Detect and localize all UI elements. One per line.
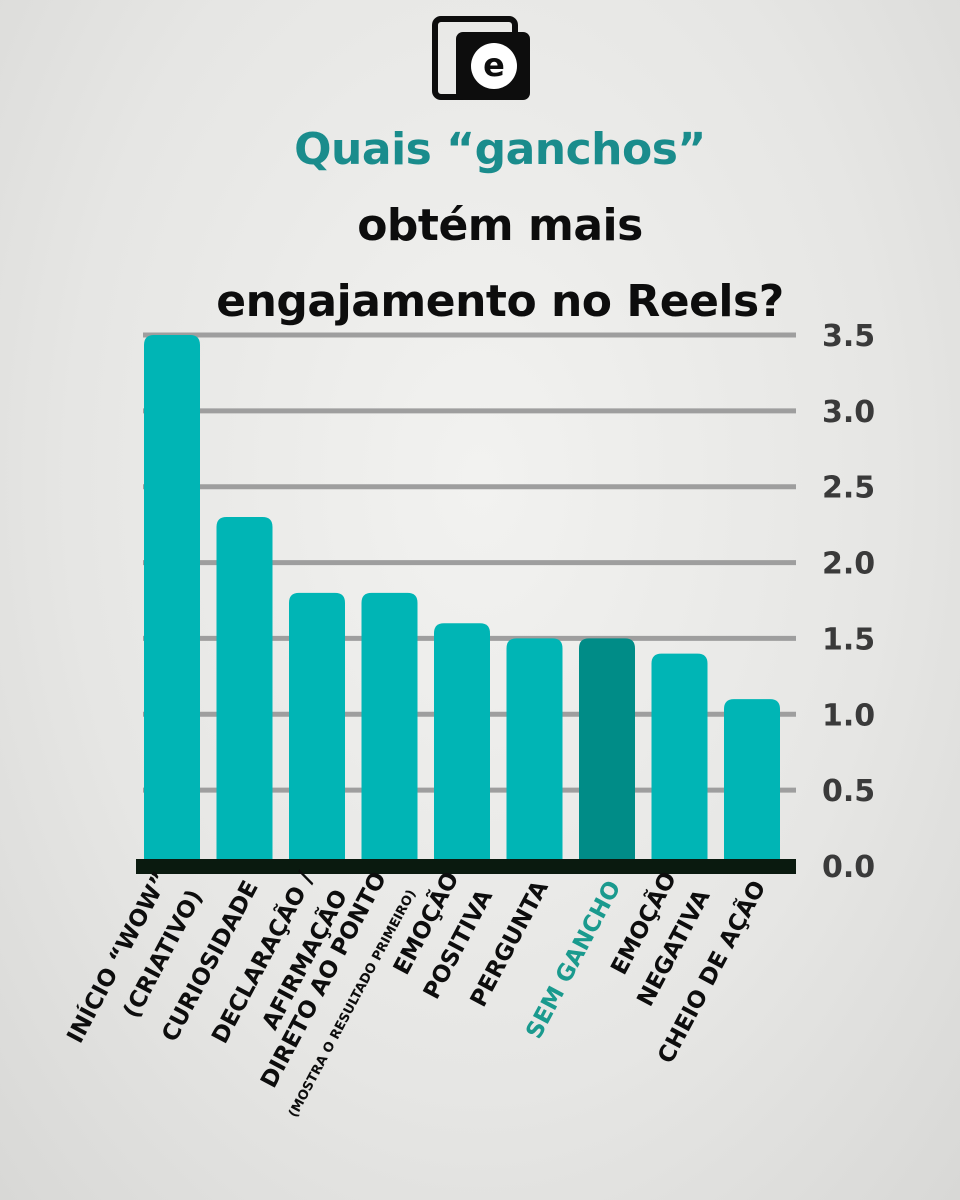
x-category-label: INÍCIO “WOW”(CRIATIVO) xyxy=(61,867,208,1066)
svg-text:INÍCIO “WOW”(CRIATIVO): INÍCIO “WOW”(CRIATIVO) xyxy=(61,867,208,1066)
y-tick-label: 0.0 xyxy=(822,850,875,885)
bar xyxy=(144,335,200,866)
brand-logo-icon: e xyxy=(432,16,532,106)
logo-letter: e xyxy=(483,46,505,84)
bar xyxy=(216,517,273,866)
title-line-3: engajamento no Reels? xyxy=(216,276,784,327)
title-line-2: obtém mais xyxy=(357,200,643,251)
bar xyxy=(434,623,490,866)
y-tick-label: 2.5 xyxy=(822,471,875,506)
title-line-1: Quais “ganchos” xyxy=(294,124,706,175)
x-axis-baseline xyxy=(136,859,796,874)
y-tick-label: 3.0 xyxy=(822,395,875,430)
bar xyxy=(506,638,563,866)
y-tick-label: 0.5 xyxy=(822,774,875,809)
bar xyxy=(724,699,780,866)
chart-title: Quais “ganchos” obtém mais engajamento n… xyxy=(150,112,850,340)
y-tick-label: 2.0 xyxy=(822,547,875,582)
bar xyxy=(289,592,345,866)
bar xyxy=(361,592,418,866)
y-tick-label: 1.0 xyxy=(822,698,875,733)
bar xyxy=(579,638,635,866)
y-tick-label: 3.5 xyxy=(822,319,875,354)
y-tick-label: 1.5 xyxy=(822,622,875,657)
bar xyxy=(651,653,708,866)
